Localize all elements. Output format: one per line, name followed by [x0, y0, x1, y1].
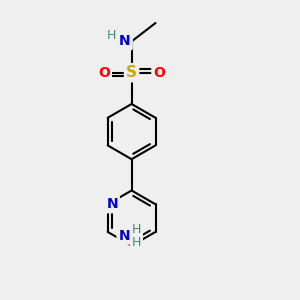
Text: H: H: [132, 236, 141, 249]
Text: S: S: [126, 65, 137, 80]
Text: N: N: [106, 197, 118, 211]
Text: H: H: [132, 223, 141, 236]
Text: N: N: [119, 34, 131, 48]
Text: H: H: [107, 29, 116, 42]
Text: N: N: [118, 229, 130, 243]
Text: O: O: [98, 66, 110, 80]
Text: O: O: [153, 66, 165, 80]
